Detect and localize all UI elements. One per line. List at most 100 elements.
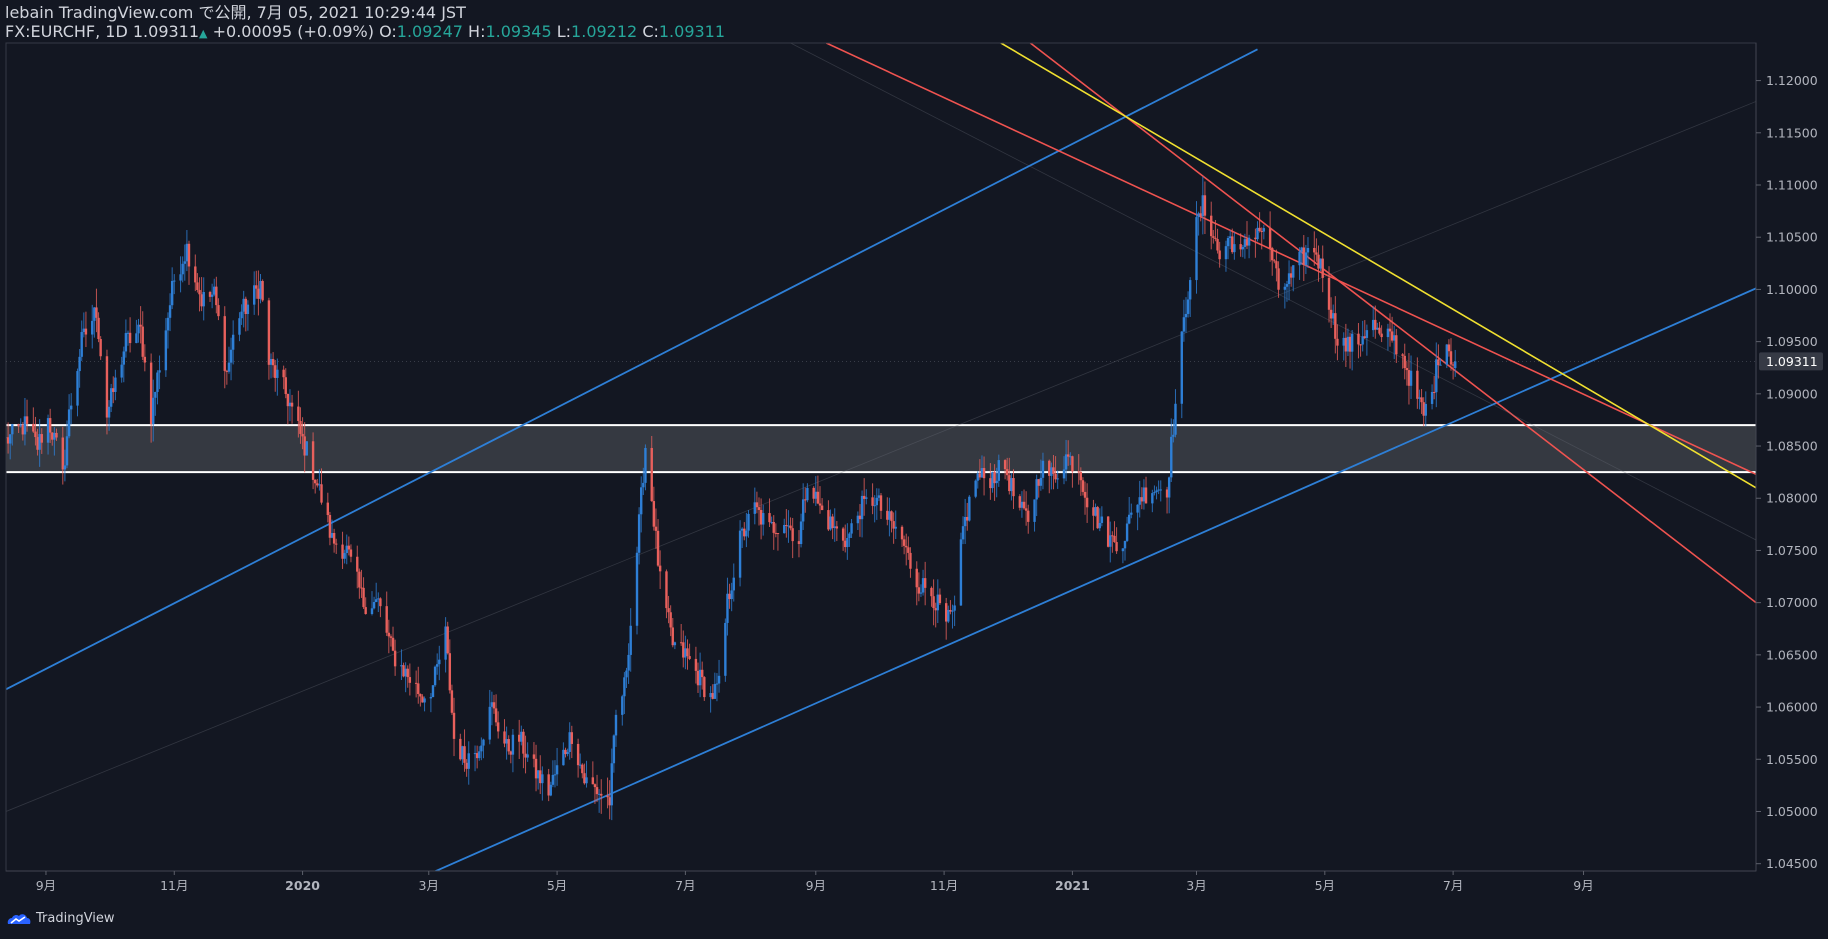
candle-body <box>164 330 168 371</box>
candle-body <box>385 606 388 633</box>
candle-body <box>1113 535 1116 543</box>
candle-body <box>982 468 986 479</box>
candle-body <box>330 533 334 538</box>
candle-body <box>934 608 937 611</box>
candle-body <box>907 547 910 553</box>
candle-body <box>593 784 597 788</box>
candle-body <box>1332 313 1335 319</box>
trendline-blue <box>6 48 1258 691</box>
candle-body <box>1371 319 1375 331</box>
candle-body <box>743 528 746 537</box>
candle-body <box>356 556 359 572</box>
candle-body <box>637 514 641 553</box>
candle-body <box>1098 522 1101 529</box>
tradingview-brand[interactable]: TradingView <box>6 911 115 926</box>
candle-body <box>51 432 54 440</box>
candle-body <box>297 406 300 422</box>
candle-body <box>1041 460 1045 478</box>
candle-body <box>1127 514 1131 524</box>
candle-body <box>827 510 830 530</box>
candle-body <box>1018 496 1022 508</box>
candle-body <box>158 370 161 373</box>
candle-body <box>656 530 660 566</box>
candle-body <box>774 532 778 534</box>
candle-body <box>1275 261 1278 269</box>
candle-body <box>105 356 109 418</box>
candle-body <box>1096 507 1099 529</box>
candle-body <box>614 714 618 736</box>
candle-body <box>1199 213 1202 217</box>
candle-body <box>740 528 744 531</box>
candle-body <box>562 749 565 766</box>
candle-body <box>1216 239 1219 251</box>
candle-body <box>791 528 794 542</box>
support-zone <box>6 424 1756 474</box>
candle-body <box>267 300 271 365</box>
candle-body <box>360 587 363 589</box>
candle-body <box>902 539 906 546</box>
candle-body <box>1203 195 1207 216</box>
candle-body <box>713 684 717 699</box>
candle-body <box>684 648 687 658</box>
y-axis[interactable]: 1.04500 1.05000 1.05500 1.06000 1.06500 1.070… <box>1756 73 1818 871</box>
candle-body <box>478 751 481 759</box>
candle-body <box>627 654 630 671</box>
candle-body <box>1289 273 1293 278</box>
candle-body <box>968 496 971 521</box>
candle-body <box>452 712 456 739</box>
candle-body <box>311 441 315 480</box>
candle-body <box>465 762 468 769</box>
candle-body <box>877 495 881 498</box>
candle-body <box>997 460 1000 481</box>
candle-body <box>993 471 996 484</box>
candle-body <box>135 333 138 344</box>
candle-body <box>1226 238 1230 247</box>
candle-body <box>1054 473 1057 480</box>
candle-body <box>865 497 868 499</box>
candle-body <box>1106 516 1110 547</box>
candle-body <box>1317 254 1320 269</box>
candle-body <box>541 774 544 784</box>
candle-body <box>1153 492 1156 494</box>
zone-fill <box>6 425 1756 473</box>
candle-body <box>38 434 41 450</box>
candle-body <box>930 587 933 597</box>
candle-body <box>1239 244 1242 250</box>
candle-body <box>1159 489 1162 491</box>
candle-body <box>475 753 479 759</box>
candle-body <box>225 370 229 372</box>
candle-body <box>259 280 262 299</box>
candle-body <box>568 732 571 752</box>
y-tick-label: 1.09000 <box>1766 386 1818 401</box>
candle-body <box>1138 497 1141 505</box>
candle-body <box>490 702 494 707</box>
candle-body <box>1100 516 1104 523</box>
candle-body <box>1432 391 1436 393</box>
candle-body <box>25 416 29 424</box>
candle-body <box>316 483 319 486</box>
candle-body <box>551 774 555 785</box>
candle-body <box>32 423 35 432</box>
candle-body <box>11 424 14 435</box>
candle-body <box>776 533 780 535</box>
candle-body <box>1012 478 1015 497</box>
trendline-red <box>1029 43 1756 604</box>
low-label: L: <box>556 22 572 41</box>
candle-body <box>762 513 765 525</box>
candle-body <box>522 731 525 754</box>
high-value: 1.09345 <box>485 22 552 41</box>
candle-body <box>848 533 851 539</box>
y-tick-label: 1.12000 <box>1766 73 1818 88</box>
candle-body <box>301 433 304 437</box>
candle-body <box>1430 391 1434 404</box>
candle-body <box>581 764 584 774</box>
candle-body <box>524 753 527 758</box>
candle-body <box>408 677 412 683</box>
candle-body <box>1388 328 1392 332</box>
candle-body <box>1003 460 1007 470</box>
x-axis[interactable]: 9月 11月 2020 3月 5月 7月 9月 11月 2021 3月 5月 7月 9月 <box>36 871 1594 893</box>
brand-label: TradingView <box>36 911 115 926</box>
candle-body <box>1233 244 1236 253</box>
candle-body <box>84 328 88 335</box>
